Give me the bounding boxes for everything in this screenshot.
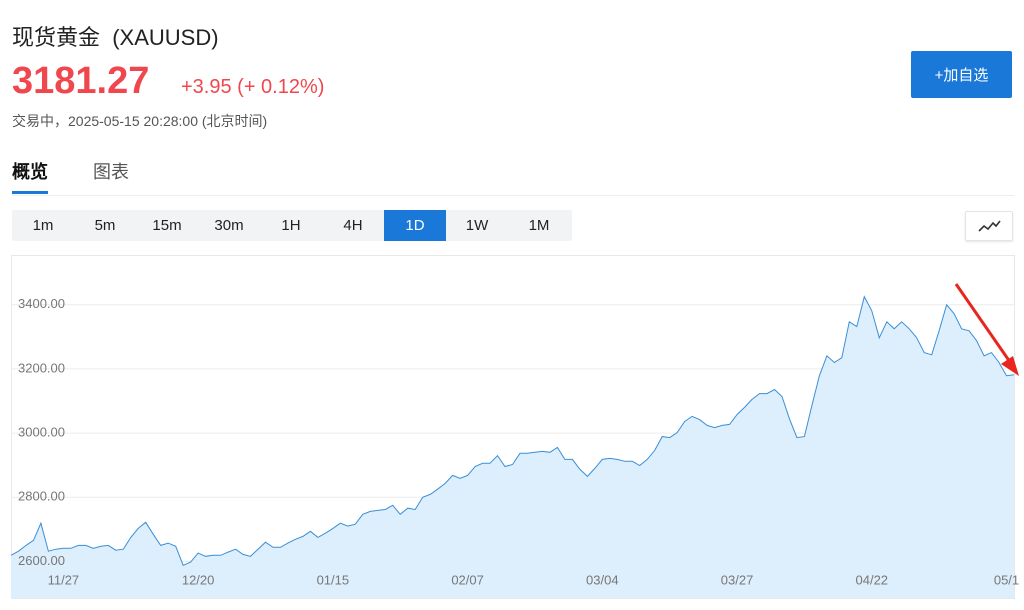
price-change: +3.95 (+ 0.12%) [181, 76, 325, 98]
x-tick-label: 02/07 [451, 572, 484, 587]
annotation-arrow [954, 283, 1019, 376]
period-button[interactable]: 30m [214, 217, 244, 234]
period-button[interactable]: 5m [94, 217, 116, 234]
arrow-shaft [954, 283, 1012, 363]
price-line [10, 295, 1015, 566]
x-tick-label: 11/27 [48, 572, 80, 587]
y-tick-label: 2600.00 [18, 553, 65, 568]
period-button[interactable]: 1D [384, 210, 446, 241]
y-tick-label: 3000.00 [18, 425, 65, 440]
add-watchlist-button[interactable]: +加自选 [911, 51, 1012, 98]
y-tick-label: 2800.00 [18, 489, 65, 504]
x-tick-label: 05/1 [994, 572, 1019, 587]
period-button[interactable]: 1W [465, 217, 489, 234]
x-tick-label: 12/20 [182, 572, 215, 587]
separator [12, 195, 1014, 196]
x-tick-label: 04/22 [856, 572, 889, 587]
period-selector: 1m 5m 15m 30m 1H 4H 1D 1W 1M [12, 210, 572, 241]
chart-type-button[interactable] [965, 211, 1013, 241]
icon-stroke [978, 220, 1001, 232]
arrow-head [1001, 356, 1019, 376]
x-tick-label: 01/15 [317, 572, 350, 587]
trade-status: 交易中，2025-05-15 20:28:00 (北京时间) [12, 113, 268, 129]
period-button[interactable]: 15m [152, 217, 182, 234]
instrument-title: 现货黄金 (XAUUSD) [12, 25, 219, 50]
x-tick-label: 03/04 [586, 572, 619, 587]
area-fill [11, 296, 1014, 598]
price: 3181.27 [12, 60, 150, 102]
period-button[interactable]: 4H [343, 217, 363, 234]
period-button[interactable]: 1m [32, 217, 54, 234]
x-tick-label: 03/27 [721, 572, 754, 587]
period-button[interactable]: 1H [281, 217, 301, 234]
line-icon [978, 220, 1001, 232]
y-tick-label: 3400.00 [18, 296, 65, 311]
chart-frame [11, 255, 1015, 599]
tab-underline [12, 191, 48, 194]
tab[interactable]: 图表 [93, 162, 129, 182]
y-tick-label: 3200.00 [18, 360, 65, 375]
tab[interactable]: 概览 [12, 158, 48, 194]
period-button[interactable]: 1M [528, 217, 550, 234]
